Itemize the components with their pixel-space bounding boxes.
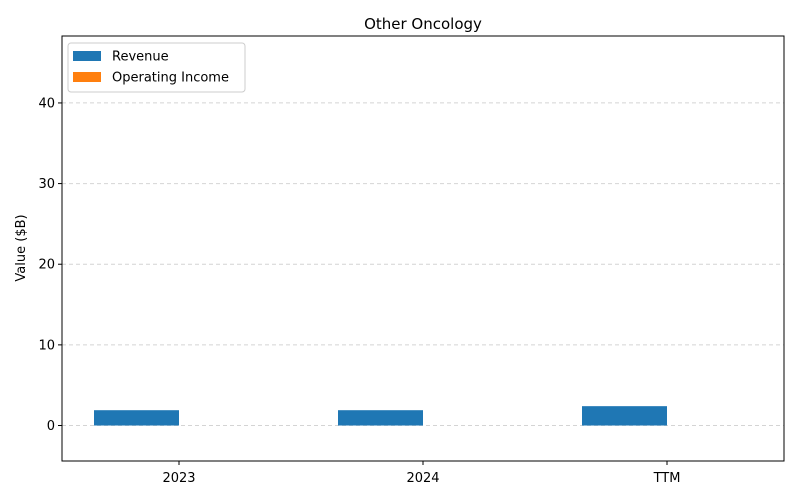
legend-label-revenue: Revenue xyxy=(112,50,169,65)
legend-swatch-operating-income xyxy=(73,72,101,82)
y-axis-label: Value ($B) xyxy=(14,214,29,281)
legend-swatch-revenue xyxy=(73,51,101,61)
bar-revenue-2024 xyxy=(338,410,423,426)
x-axis-ticks: 2023 2024 TTM xyxy=(162,461,680,486)
legend-label-operating-income: Operating Income xyxy=(112,71,229,86)
grid-lines xyxy=(62,102,784,427)
y-tick-label: 20 xyxy=(38,258,55,273)
bar-revenue-2023 xyxy=(94,410,179,426)
legend: Revenue Operating Income xyxy=(67,42,246,93)
legend-frame xyxy=(67,42,246,93)
x-tick-label: 2024 xyxy=(406,471,439,486)
bar-revenue-ttm xyxy=(582,406,667,426)
plot-frame xyxy=(61,35,785,462)
y-axis-ticks: 0 10 20 30 40 xyxy=(38,96,62,434)
y-tick-label: 30 xyxy=(38,177,55,192)
y-tick-label: 10 xyxy=(38,338,55,353)
chart-title: Other Oncology xyxy=(364,15,482,33)
y-tick-label: 0 xyxy=(47,419,55,434)
x-tick-label: TTM xyxy=(653,471,681,486)
x-tick-label: 2023 xyxy=(162,471,195,486)
bars xyxy=(94,406,667,426)
y-tick-label: 40 xyxy=(38,96,55,111)
